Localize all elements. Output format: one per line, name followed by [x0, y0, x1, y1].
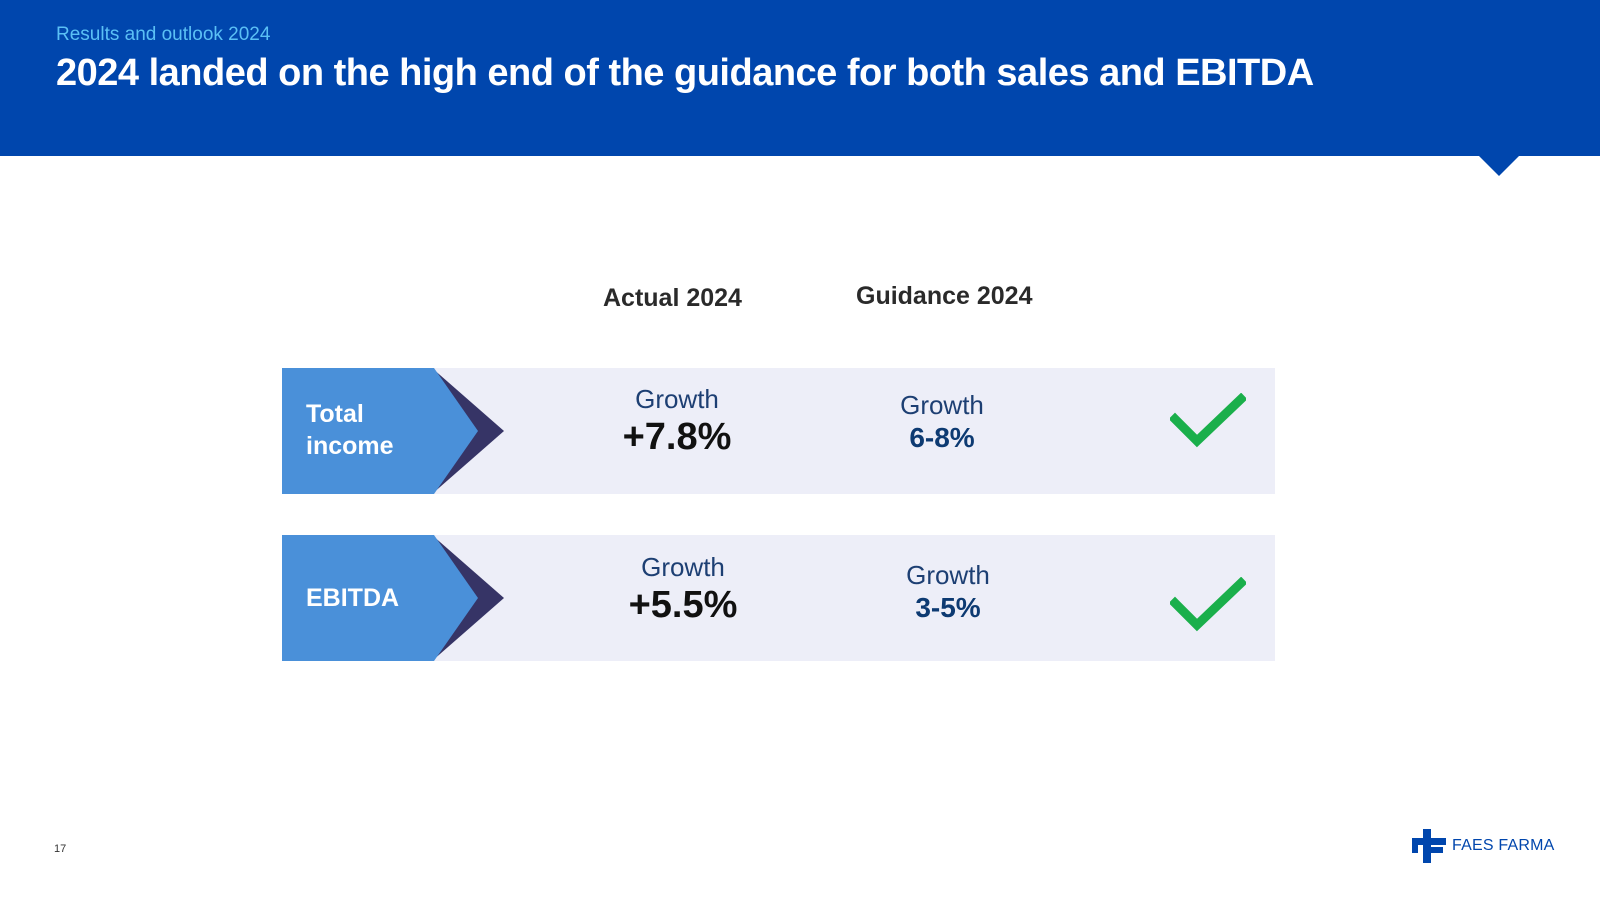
header-banner: Results and outlook 2024 2024 landed on … — [0, 0, 1600, 156]
column-header-guidance: Guidance 2024 — [856, 282, 1033, 310]
row-label: EBITDA — [306, 584, 400, 612]
header-notch — [1478, 155, 1520, 176]
actual-growth-label: Growth — [641, 552, 725, 582]
row-background — [412, 535, 1275, 661]
check-icon — [1170, 577, 1246, 632]
actual-growth-label: Growth — [635, 384, 719, 414]
page-number: 17 — [54, 843, 67, 855]
actual-growth-value: +5.5% — [628, 584, 738, 626]
logo-text: FAES FARMA — [1452, 837, 1555, 854]
table-row-total-income: Total income Growth +7.8% Growth 6-8% — [282, 368, 1275, 494]
table-row-ebitda: EBITDA Growth +5.5% Growth 3-5% — [282, 535, 1275, 661]
guidance-growth-value: 3-5% — [915, 592, 981, 623]
logo-mark-icon — [1412, 829, 1446, 863]
faes-farma-logo: FAES FARMA — [1412, 829, 1555, 865]
actual-growth-value: +7.8% — [622, 416, 732, 458]
guidance-metric: Growth 3-5% — [883, 560, 1013, 626]
row-background — [412, 368, 1275, 494]
check-icon — [1170, 393, 1246, 448]
section-subtitle: Results and outlook 2024 — [56, 24, 271, 45]
row-chevron — [282, 535, 504, 661]
guidance-growth-label: Growth — [906, 560, 990, 590]
guidance-growth-label: Growth — [900, 390, 984, 420]
slide-title: 2024 landed on the high end of the guida… — [56, 52, 1314, 94]
actual-metric: Growth +5.5% — [608, 552, 758, 628]
row-chevron — [282, 368, 504, 494]
actual-metric: Growth +7.8% — [602, 384, 752, 460]
guidance-metric: Growth 6-8% — [877, 390, 1007, 456]
column-header-actual: Actual 2024 — [603, 284, 742, 312]
guidance-growth-value: 6-8% — [909, 422, 975, 453]
row-label: Total income — [306, 400, 394, 460]
